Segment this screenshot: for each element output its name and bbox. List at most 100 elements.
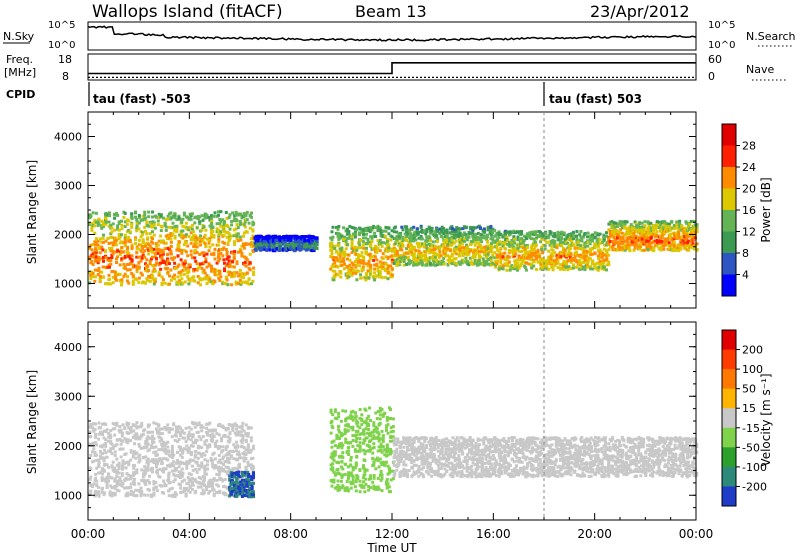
echo-cell [383,234,387,238]
echo-cell [104,282,107,286]
echo-cell [96,268,100,272]
echo-cell [115,471,119,475]
echo-cell [92,447,96,451]
echo-cell [217,249,220,253]
echo-cell [640,248,644,252]
echo-cell [551,254,555,258]
echo-cell [233,243,237,247]
echo-cell [392,230,396,234]
echo-cell [429,229,432,233]
echo-cell [130,225,134,229]
echo-cell [157,459,161,463]
echo-cell [186,216,190,219]
echo-cell [247,242,251,246]
echo-cell [541,266,545,270]
echo-cell [171,257,175,261]
echo-cell [386,277,390,281]
echo-cell [113,422,117,426]
echo-cell [90,226,94,230]
echo-cell [513,267,517,271]
echo-cell [135,451,139,455]
echo-cell [190,227,194,231]
echo-cell [117,237,121,241]
echo-cell [593,236,597,240]
echo-cell [94,249,98,253]
echo-cell [181,461,185,465]
echo-cell [605,268,608,272]
echo-cell [579,253,583,257]
echo-cell [417,262,421,266]
echo-cell [597,265,601,269]
echo-cell [659,245,663,249]
echo-cell [352,271,355,275]
echo-cell [180,248,184,252]
echo-cell [514,252,518,256]
echo-cell [517,238,521,242]
echo-cell [236,239,240,243]
echo-cell [501,255,505,259]
echo-cell [97,490,101,494]
echo-cell [329,255,333,259]
echo-cell [219,230,223,234]
echo-cell [376,269,380,273]
echo-cell [135,251,139,255]
echo-cell [139,271,143,275]
echo-cell [91,255,95,259]
echo-cell [315,237,319,240]
echo-cell [407,259,411,263]
echo-cell [333,257,337,261]
echo-cell [89,423,93,426]
echo-cell [437,260,441,264]
echo-cell [558,263,562,267]
echo-cell [598,232,602,236]
echo-cell [359,273,363,277]
echo-cell [666,237,670,241]
echo-cell [650,235,654,239]
echo-cell [465,250,469,253]
echo-cell [150,444,153,448]
echo-cell [148,244,152,248]
echo-cell [273,249,277,253]
echo-cell [518,241,522,245]
echo-cell [94,255,98,259]
echo-cell [652,223,656,227]
echo-cell [103,463,107,467]
echo-cell [154,481,158,484]
echo-cell [223,267,226,271]
echo-cell [94,432,98,436]
echo-cell [174,434,178,438]
echo-cell [640,221,644,225]
echo-cell [591,267,595,271]
echo-cell [506,242,510,246]
echo-cell [457,252,461,256]
echo-cell [414,238,418,242]
echo-cell [541,257,545,260]
echo-cell [134,437,138,441]
echo-cell [144,483,148,487]
echo-cell [105,483,109,487]
echo-cell [378,238,382,242]
echo-cell [335,250,338,254]
echo-cell [157,263,161,267]
echo-cell [605,231,608,235]
echo-cell [128,230,132,234]
echo-cell [204,257,208,261]
echo-cell [199,234,202,238]
echo-cell [228,213,232,217]
echo-cell [343,253,346,257]
echo-cell [172,464,176,468]
echo-cell [632,232,636,236]
echo-cell [591,259,595,263]
echo-cell [135,432,139,436]
echo-cell [405,227,409,231]
echo-cell [454,228,458,232]
echo-cell [582,256,586,260]
echo-cell [573,257,577,261]
site-title: Wallops Island (fitACF) [92,2,283,22]
echo-cell [306,247,310,251]
echo-cell [204,260,208,264]
echo-cell [143,473,147,477]
echo-cell [195,238,199,242]
echo-cell [124,452,128,456]
echo-cell [131,490,135,494]
